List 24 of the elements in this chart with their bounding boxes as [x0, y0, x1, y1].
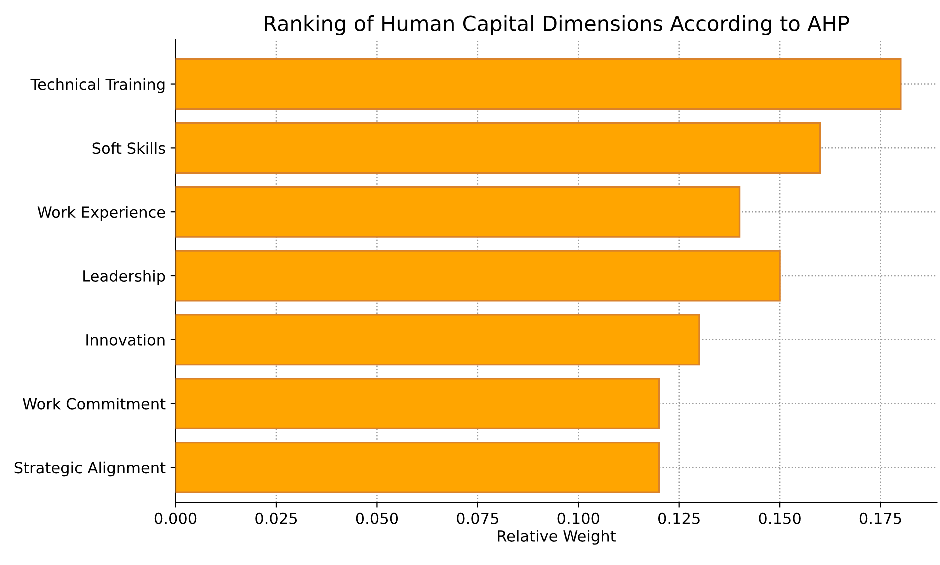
bar: [176, 250, 781, 302]
x-axis-title: Relative Weight: [498, 530, 616, 545]
y-tick-label: Strategic Alignment: [14, 462, 166, 477]
bar: [176, 58, 902, 110]
x-tick-label: 0.175: [860, 512, 902, 524]
x-tick-label: 0.025: [256, 512, 298, 524]
bar: [176, 122, 822, 174]
y-tick-label: Innovation: [86, 334, 165, 346]
x-tick-label: 0.075: [457, 512, 498, 524]
y-tick-label: Soft Skills: [92, 142, 166, 154]
x-tick-label: 0.125: [658, 512, 700, 524]
bar: [176, 442, 660, 494]
chart-title: Ranking of Human Capital Dimensions According to AHP: [265, 15, 850, 36]
x-tick-label: 0.100: [558, 512, 600, 524]
y-tick-label: Work Commitment: [23, 398, 166, 410]
x-tick-label: 0.000: [154, 512, 197, 524]
y-tick-label: Technical Training: [30, 78, 165, 94]
y-tick-label: Leadership: [84, 270, 166, 285]
x-tick-label: 0.150: [759, 512, 801, 524]
bar: [176, 378, 660, 430]
bar: [176, 186, 741, 238]
x-tick-label: 0.050: [356, 512, 398, 524]
bar: [176, 314, 700, 366]
y-tick-label: Work Experience: [38, 206, 166, 222]
